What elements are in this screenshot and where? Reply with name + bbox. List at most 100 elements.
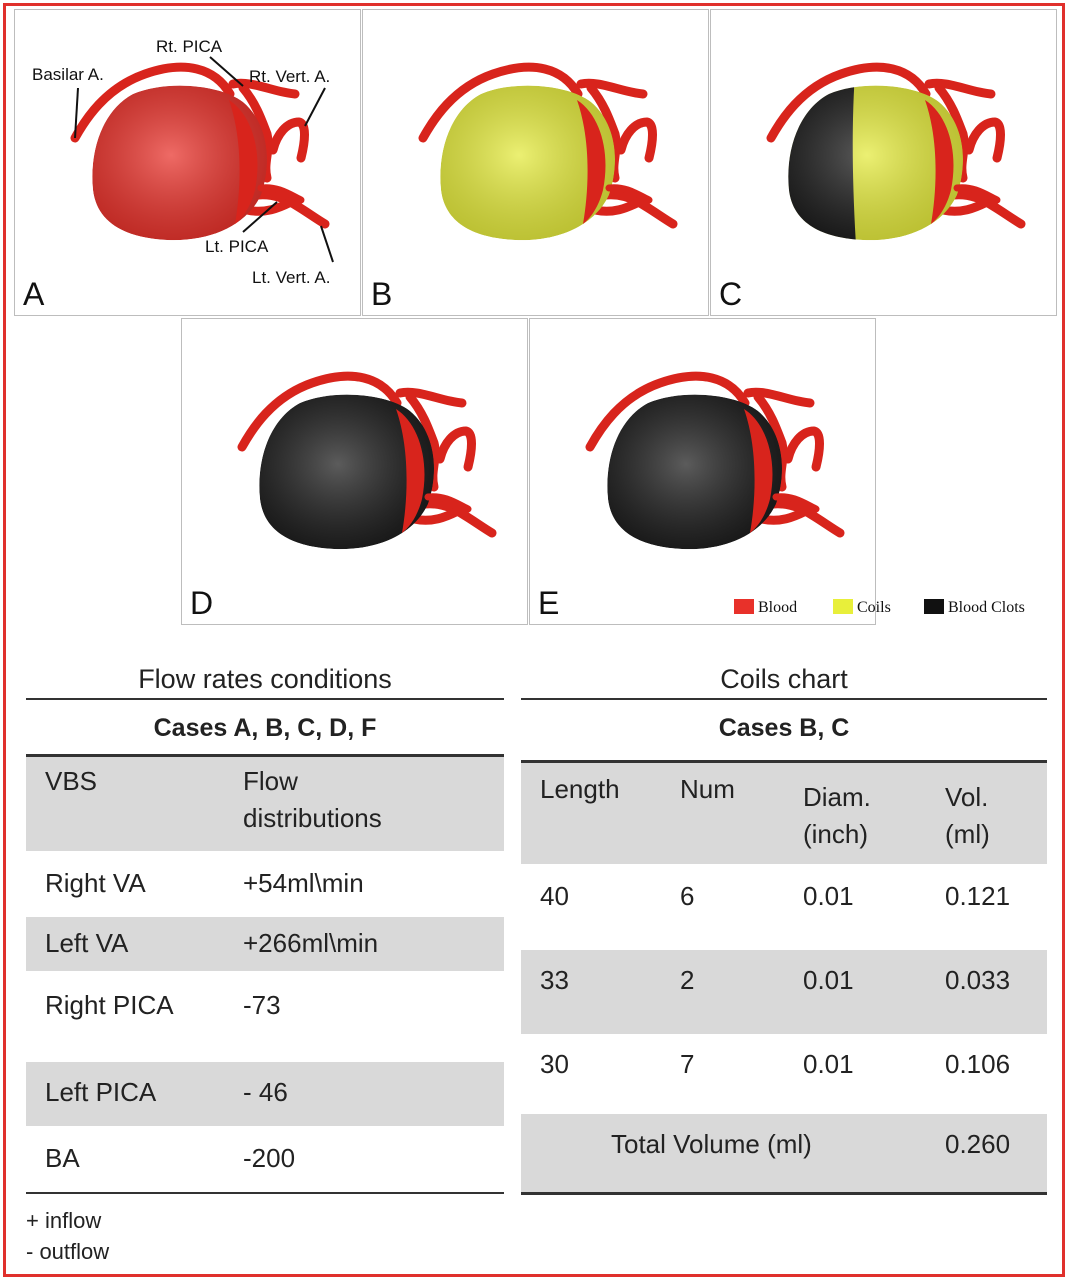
vessel-branch bbox=[757, 506, 811, 525]
aneurysm-render bbox=[237, 371, 497, 550]
label-basilar-artery: Basilar A. bbox=[32, 65, 104, 84]
rule bbox=[26, 754, 504, 757]
flow-cell-value: -200 bbox=[243, 1143, 296, 1173]
coils-header-diam: Diam. (inch) bbox=[803, 782, 871, 849]
vessel-branch bbox=[924, 78, 996, 99]
aneurysm-sac bbox=[440, 85, 615, 241]
vessel-branch bbox=[409, 506, 463, 525]
leader-line bbox=[320, 225, 334, 263]
basilar-artery-vessel bbox=[585, 371, 750, 452]
aneurysm-sac bbox=[788, 85, 963, 241]
swatch-clots bbox=[924, 599, 944, 614]
coils-cell-diam: 0.01 bbox=[803, 965, 854, 995]
rule bbox=[521, 698, 1047, 700]
table-row: BA -200 bbox=[26, 1126, 504, 1190]
flow-table-title: Flow rates conditions bbox=[138, 664, 392, 694]
aneurysm-neck bbox=[577, 100, 606, 224]
panel-letter-d: D bbox=[190, 585, 214, 621]
vessel-branch bbox=[942, 190, 1026, 229]
table-row: Right PICA -73 bbox=[26, 971, 504, 1062]
leader-line bbox=[74, 87, 79, 139]
coils-cell-vol: 0.033 bbox=[945, 965, 1011, 995]
vessel-branch bbox=[964, 117, 1005, 163]
rule bbox=[521, 1192, 1047, 1195]
flow-cell-vessel: Left PICA bbox=[45, 1077, 157, 1107]
panel-c: C bbox=[710, 9, 1057, 316]
vessel-branch bbox=[616, 117, 657, 163]
basilar-artery-vessel bbox=[766, 62, 931, 143]
coils-cell-num: 2 bbox=[680, 965, 695, 995]
vessel-branch bbox=[938, 197, 992, 216]
vessel-branch bbox=[594, 190, 678, 229]
coils-header-length: Length bbox=[540, 774, 620, 804]
coils-total-label: Total Volume (ml) bbox=[611, 1129, 812, 1159]
legend-label-clots: Blood Clots bbox=[948, 599, 1025, 616]
basilar-artery-vessel bbox=[70, 62, 235, 143]
vessel-branch bbox=[242, 197, 296, 216]
flow-rates-table: Flow rates conditions Cases A, B, C, D, … bbox=[26, 662, 504, 1264]
legend-item-coils: Coils bbox=[833, 599, 891, 617]
aneurysm-neck bbox=[925, 100, 954, 224]
coils-cell-diam: 0.01 bbox=[803, 881, 854, 911]
table-row: Right VA +54ml\min bbox=[26, 851, 504, 917]
swatch-blood bbox=[734, 599, 754, 614]
coils-cell-num: 7 bbox=[680, 1049, 695, 1079]
coils-cell-num: 6 bbox=[680, 881, 695, 911]
coils-cell-vol: 0.121 bbox=[945, 881, 1011, 911]
vessel-branch bbox=[605, 184, 653, 204]
flow-cell-value: +266ml\min bbox=[243, 928, 379, 958]
rule bbox=[26, 698, 504, 700]
table-row: 40 6 0.01 0.121 bbox=[521, 864, 1047, 950]
legend-label-coils: Coils bbox=[857, 599, 891, 616]
panel-b: B bbox=[362, 9, 709, 316]
coils-table-title: Coils chart bbox=[720, 664, 848, 694]
coils-total-row: Total Volume (ml) 0.260 bbox=[521, 1114, 1047, 1192]
basilar-artery-vessel bbox=[237, 371, 402, 452]
legend-item-blood: Blood bbox=[734, 599, 797, 617]
coils-cell-length: 33 bbox=[540, 965, 569, 995]
coils-header-num: Num bbox=[680, 774, 735, 804]
coils-table-subtitle: Cases B, C bbox=[718, 714, 850, 742]
flow-table-header-row: VBS Flow distributions bbox=[26, 757, 504, 851]
flow-cell-vessel: Right PICA bbox=[45, 990, 174, 1020]
label-rt-vert-artery: Rt. Vert. A. bbox=[249, 67, 331, 86]
note-outflow: - outflow bbox=[26, 1239, 110, 1264]
vessel-branch bbox=[576, 78, 648, 99]
coils-cell-vol: 0.106 bbox=[945, 1049, 1011, 1079]
vessel-branch bbox=[435, 426, 476, 472]
coils-cell-diam: 0.01 bbox=[803, 1049, 854, 1079]
coils-cell-length: 40 bbox=[540, 881, 569, 911]
table-row: Left VA +266ml\min bbox=[26, 917, 504, 971]
vessel-branch bbox=[590, 197, 644, 216]
aneurysm-sac bbox=[607, 394, 782, 550]
swatch-coils bbox=[833, 599, 853, 614]
panel-letter-a: A bbox=[23, 276, 45, 312]
table-row: Left PICA - 46 bbox=[26, 1062, 504, 1126]
panel-e: E bbox=[529, 318, 876, 625]
note-inflow: + inflow bbox=[26, 1208, 102, 1233]
panel-letter-b: B bbox=[371, 276, 393, 312]
aneurysm-sac bbox=[259, 394, 434, 550]
rule bbox=[26, 1192, 504, 1194]
vessel-branch bbox=[228, 78, 300, 99]
vessel-branch bbox=[257, 184, 305, 204]
leader-line bbox=[304, 87, 326, 127]
rule bbox=[521, 760, 1047, 763]
aneurysm-render bbox=[766, 62, 1026, 241]
vessel-branch bbox=[413, 499, 497, 538]
aneurysm-render bbox=[418, 62, 678, 241]
coils-table-header-row: Length Num Diam. (inch) Vol. (ml) bbox=[521, 763, 1047, 864]
leader-line bbox=[242, 201, 278, 233]
aneurysm-neck bbox=[744, 409, 773, 533]
panel-a: Basilar A. Rt. PICA Rt. Vert. A. Lt. PIC… bbox=[14, 9, 361, 316]
legend-label-blood: Blood bbox=[758, 599, 798, 616]
flow-cell-value: - 46 bbox=[243, 1077, 288, 1107]
table-row: 33 2 0.01 0.033 bbox=[521, 950, 1047, 1034]
table-row: 30 7 0.01 0.106 bbox=[521, 1034, 1047, 1114]
label-rt-pica: Rt. PICA bbox=[156, 37, 223, 56]
vessel-branch bbox=[761, 499, 845, 538]
flow-cell-vessel: Right VA bbox=[45, 868, 146, 898]
vessel-branch bbox=[395, 387, 467, 408]
coils-header-vol: Vol. (ml) bbox=[945, 782, 990, 849]
flow-table-subtitle: Cases A, B, C, D, F bbox=[153, 714, 377, 742]
